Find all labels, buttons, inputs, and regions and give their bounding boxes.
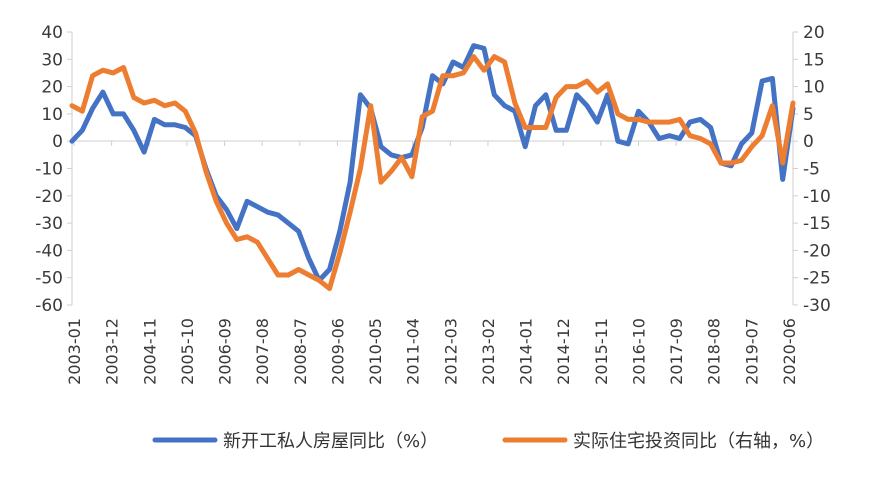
- axes-layer: 40 30 20 10 0 -10 -20 -30 -40 -50 -60 20 15 10 5 0 -5 -10…: [35, 23, 831, 385]
- x-tick-label: 2013-02: [479, 318, 498, 385]
- x-tick-label: 2007-08: [253, 318, 272, 385]
- y-left-tick-label: 40: [41, 23, 63, 43]
- y-left-tick-label: -40: [35, 241, 63, 261]
- x-tick-label: 2003-01: [65, 318, 84, 385]
- series-layer: [69, 43, 796, 292]
- y-right-tick-label: 0: [803, 132, 814, 152]
- x-tick-label: 2005-10: [178, 318, 197, 385]
- x-tick-label: 2014-01: [517, 318, 536, 385]
- legend-label-2: 实际住宅投资同比（右轴，%）: [573, 431, 824, 452]
- y-left-tick-label: 0: [52, 132, 63, 152]
- y-right-tick-label: 20: [803, 23, 825, 43]
- y-left-tick-label: -50: [35, 269, 63, 289]
- x-tick-label: 2020-06: [780, 318, 799, 385]
- x-tick-label: 2008-07: [291, 318, 310, 385]
- y-left-tick-label: -30: [35, 214, 63, 234]
- x-tick-label: 2009-06: [328, 318, 347, 385]
- x-tick-label: 2014-12: [554, 318, 573, 385]
- x-tick-label: 2015-11: [592, 318, 611, 385]
- legend-label-1: 新开工私人房屋同比（%）: [223, 431, 438, 452]
- y-right-tick-label: -10: [803, 187, 831, 207]
- x-tick-label: 2018-08: [705, 318, 724, 385]
- y-right-tick-label: 15: [803, 50, 825, 70]
- x-tick-label: 2004-11: [140, 318, 159, 385]
- y-left-tick-label: 30: [41, 50, 63, 70]
- x-tick-label: 2011-04: [404, 318, 423, 385]
- y-left-tick-label: 10: [41, 105, 63, 125]
- y-right-tick-label: 10: [803, 78, 825, 98]
- y-right-tick-label: -20: [803, 241, 831, 261]
- y-right-tick-label: -5: [803, 160, 820, 180]
- x-tick-label: 2016-10: [629, 318, 648, 385]
- y-left-tick-label: 20: [41, 78, 63, 98]
- x-tick-label: 2003-12: [103, 318, 122, 385]
- y-left-tick-label: -20: [35, 187, 63, 207]
- y-left-tick-label: -10: [35, 160, 63, 180]
- x-tick-label: 2010-05: [366, 318, 385, 385]
- series-line-2: [69, 54, 796, 292]
- x-tick-label: 2017-09: [667, 318, 686, 385]
- legend: 新开工私人房屋同比（%） 实际住宅投资同比（右轴，%）: [152, 431, 824, 452]
- x-tick-label: 2012-03: [441, 318, 460, 385]
- y-left-tick-label: -60: [35, 296, 63, 316]
- x-tick-label: 2019-07: [742, 318, 761, 385]
- y-right-tick-label: -25: [803, 269, 831, 289]
- y-right-tick-label: -30: [803, 296, 831, 316]
- series-line-1: [69, 43, 796, 283]
- y-right-tick-label: 5: [803, 105, 814, 125]
- x-tick-label: 2006-09: [216, 318, 235, 385]
- y-right-tick-label: -15: [803, 214, 831, 234]
